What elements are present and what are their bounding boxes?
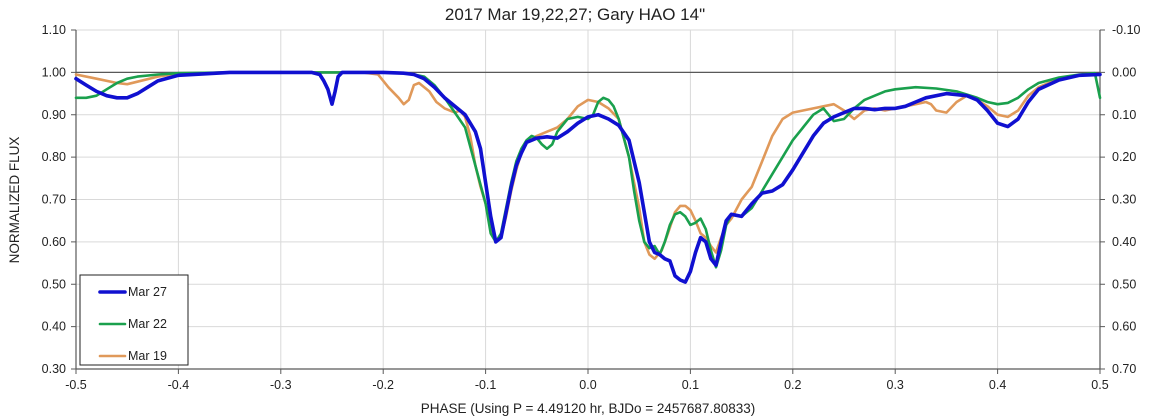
chart-title: 2017 Mar 19,22,27; Gary HAO 14" — [445, 5, 705, 24]
y-tick-label: 0.50 — [42, 277, 66, 291]
y2-tick-label: 0.20 — [1112, 150, 1136, 164]
legend-label: Mar 22 — [128, 317, 167, 331]
y2-tick-label: -0.10 — [1112, 23, 1141, 37]
y-tick-label: 0.30 — [42, 362, 66, 376]
y2-tick-label: 0.70 — [1112, 362, 1136, 376]
y2-tick-label: 0.10 — [1112, 108, 1136, 122]
legend-label: Mar 19 — [128, 349, 167, 363]
x-tick-label: -0.5 — [65, 378, 87, 392]
y-tick-labels-right: -0.10 0.00 0.10 0.20 0.30 0.40 0.50 0.60 0.70 — [1112, 23, 1141, 376]
series-line-mar-19 — [74, 71, 1102, 261]
legend-label: Mar 27 — [128, 285, 167, 299]
y-tick-label: 1.10 — [42, 23, 66, 37]
legend-box — [79, 274, 189, 366]
x-tick-labels: -0.5 -0.4 -0.3 -0.2 -0.1 0.0 0.1 0.2 0.3 0.4 0.5 — [65, 378, 1109, 392]
x-tick-label: -0.3 — [270, 378, 292, 392]
y-tick-label: 0.90 — [42, 108, 66, 122]
plot-frame — [71, 29, 1105, 374]
y2-tick-label: 0.50 — [1112, 277, 1136, 291]
y2-tick-label: 0.40 — [1112, 235, 1136, 249]
y2-tick-label: 0.60 — [1112, 320, 1136, 334]
y-axis-label: NORMALIZED FLUX — [7, 137, 22, 264]
x-tick-label: -0.2 — [372, 378, 394, 392]
x-tick-label: 0.5 — [1091, 378, 1108, 392]
y2-tick-label: 0.00 — [1112, 65, 1136, 79]
y-tick-label: 0.80 — [42, 150, 66, 164]
x-tick-label: 0.0 — [579, 378, 596, 392]
x-tick-label: 0.2 — [784, 378, 801, 392]
x-tick-label: 0.4 — [989, 378, 1006, 392]
y-tick-label: 1.00 — [42, 65, 66, 79]
legend: Mar 27 Mar 22 Mar 19 — [79, 274, 189, 366]
x-tick-label: 0.3 — [887, 378, 904, 392]
y-tick-labels-left: 1.10 1.00 0.90 0.80 0.70 0.60 0.50 0.40 0.30 — [42, 23, 66, 376]
x-axis-label: PHASE (Using P = 4.49120 hr, BJDo = 2457… — [421, 401, 755, 416]
data-series — [74, 70, 1102, 284]
x-tick-label: -0.4 — [168, 378, 190, 392]
x-tick-label: 0.1 — [682, 378, 699, 392]
y2-tick-label: 0.30 — [1112, 193, 1136, 207]
y-tick-label: 0.70 — [42, 193, 66, 207]
series-line-mar-27 — [74, 70, 1102, 284]
y-tick-label: 0.60 — [42, 235, 66, 249]
x-tick-label: -0.1 — [475, 378, 497, 392]
y-tick-label: 0.40 — [42, 320, 66, 334]
